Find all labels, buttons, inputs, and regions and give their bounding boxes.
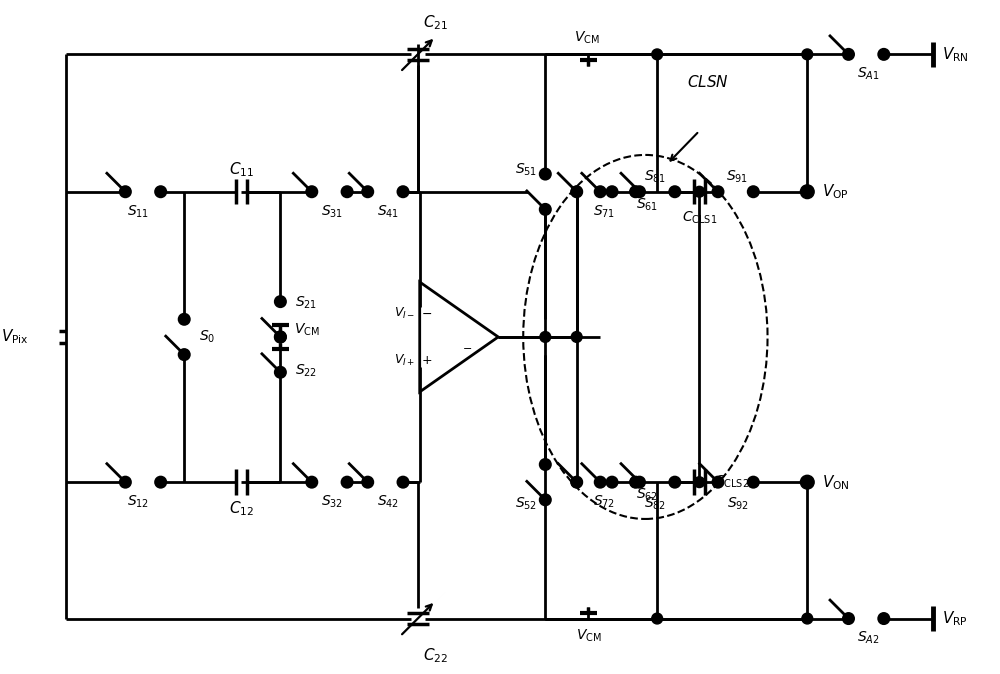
Circle shape [652, 49, 663, 60]
Text: $V_{\rm Pix}$: $V_{\rm Pix}$ [1, 328, 29, 346]
Circle shape [630, 186, 641, 197]
Circle shape [878, 613, 889, 624]
Circle shape [179, 349, 190, 360]
Circle shape [634, 477, 645, 487]
Circle shape [342, 186, 352, 197]
Circle shape [802, 49, 813, 60]
Text: $C_{11}$: $C_{11}$ [229, 161, 254, 179]
Text: $S_{91}$: $S_{91}$ [726, 168, 749, 185]
Circle shape [713, 477, 723, 487]
Circle shape [540, 204, 551, 215]
Circle shape [120, 186, 131, 197]
Text: $V_{\rm RN}$: $V_{\rm RN}$ [942, 45, 968, 64]
Text: $V_{\rm CM}$: $V_{\rm CM}$ [576, 628, 601, 644]
Circle shape [540, 332, 551, 342]
Circle shape [800, 475, 814, 489]
Circle shape [800, 185, 814, 199]
Circle shape [652, 613, 663, 624]
Text: $S_{42}$: $S_{42}$ [377, 493, 399, 510]
Circle shape [630, 477, 641, 487]
Text: $C_{\rm CLS1}$: $C_{\rm CLS1}$ [682, 210, 717, 226]
Circle shape [630, 186, 641, 197]
Text: $S_{22}$: $S_{22}$ [295, 363, 317, 379]
Circle shape [275, 332, 286, 342]
Text: $S_{51}$: $S_{51}$ [515, 162, 537, 179]
Text: $S_{32}$: $S_{32}$ [321, 493, 343, 510]
Text: $S_{61}$: $S_{61}$ [636, 196, 658, 213]
Text: $-$: $-$ [462, 342, 472, 352]
Text: $V_{\rm ON}$: $V_{\rm ON}$ [822, 473, 850, 491]
Text: $S_{52}$: $S_{52}$ [515, 495, 537, 512]
Circle shape [694, 186, 705, 197]
Text: $S_{A2}$: $S_{A2}$ [857, 630, 879, 646]
Circle shape [179, 314, 190, 325]
Circle shape [540, 168, 551, 179]
Circle shape [694, 477, 705, 487]
Circle shape [595, 186, 606, 197]
Text: $S_{62}$: $S_{62}$ [636, 487, 658, 503]
Text: $V_{I-}$: $V_{I-}$ [394, 306, 415, 321]
Text: $S_{A1}$: $S_{A1}$ [857, 66, 879, 82]
Circle shape [342, 477, 352, 487]
Text: $V_{\rm CM}$: $V_{\rm CM}$ [574, 30, 599, 46]
Circle shape [306, 477, 317, 487]
Text: $S_{81}$: $S_{81}$ [644, 168, 666, 185]
Circle shape [669, 186, 680, 197]
Circle shape [630, 477, 641, 487]
Circle shape [540, 495, 551, 506]
Text: $C_{21}$: $C_{21}$ [423, 13, 448, 32]
Text: $C_{12}$: $C_{12}$ [229, 499, 254, 518]
Circle shape [155, 186, 166, 197]
Circle shape [748, 477, 759, 487]
Circle shape [362, 477, 373, 487]
Text: $S_{11}$: $S_{11}$ [127, 203, 149, 220]
Text: $S_{71}$: $S_{71}$ [593, 203, 615, 220]
Circle shape [843, 613, 854, 624]
Text: $S_{12}$: $S_{12}$ [127, 493, 149, 510]
Circle shape [595, 477, 606, 487]
Circle shape [571, 477, 582, 487]
Circle shape [275, 332, 286, 342]
Text: $S_{21}$: $S_{21}$ [295, 295, 317, 311]
Text: $S_0$: $S_0$ [199, 329, 215, 345]
Circle shape [120, 477, 131, 487]
Text: $C_{\rm CLS2}$: $C_{\rm CLS2}$ [714, 474, 749, 491]
Text: $-$: $-$ [421, 307, 432, 320]
Circle shape [398, 186, 408, 197]
Circle shape [607, 186, 617, 197]
Circle shape [748, 186, 759, 197]
Text: $S_{92}$: $S_{92}$ [727, 495, 749, 512]
Text: $S_{31}$: $S_{31}$ [321, 203, 344, 220]
Circle shape [275, 297, 286, 307]
Circle shape [607, 477, 617, 487]
Circle shape [362, 186, 373, 197]
Text: $V_{\rm CM}$: $V_{\rm CM}$ [294, 322, 320, 338]
Circle shape [275, 367, 286, 377]
Text: $CLSN$: $CLSN$ [687, 74, 728, 90]
Circle shape [802, 613, 813, 624]
Circle shape [669, 477, 680, 487]
Text: $V_{\rm RP}$: $V_{\rm RP}$ [942, 609, 968, 628]
Text: $S_{82}$: $S_{82}$ [644, 495, 666, 512]
Circle shape [634, 186, 645, 197]
Circle shape [713, 186, 723, 197]
Circle shape [306, 186, 317, 197]
Circle shape [571, 477, 582, 487]
Text: $C_{22}$: $C_{22}$ [423, 646, 448, 665]
Circle shape [571, 332, 582, 342]
Circle shape [878, 49, 889, 60]
Circle shape [155, 477, 166, 487]
Text: $V_{I+}$: $V_{I+}$ [394, 353, 415, 367]
Text: $V_{\rm OP}$: $V_{\rm OP}$ [822, 183, 849, 201]
Text: $S_{72}$: $S_{72}$ [593, 493, 615, 510]
Circle shape [571, 186, 582, 197]
Circle shape [540, 459, 551, 470]
Circle shape [843, 49, 854, 60]
Circle shape [398, 477, 408, 487]
Circle shape [571, 186, 582, 197]
Text: $S_{41}$: $S_{41}$ [377, 203, 399, 220]
Text: $+$: $+$ [421, 354, 432, 367]
